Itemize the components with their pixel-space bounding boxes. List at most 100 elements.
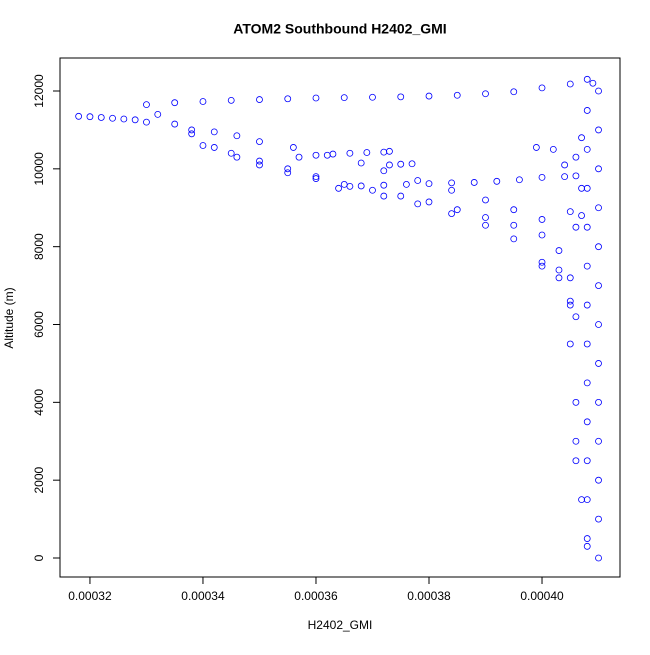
- point: [256, 96, 263, 103]
- point: [595, 126, 602, 134]
- point: [555, 247, 563, 254]
- point: [256, 157, 263, 165]
- point: [233, 153, 241, 161]
- point: [538, 262, 546, 270]
- point: [289, 144, 297, 151]
- point: [233, 132, 241, 140]
- point: [538, 216, 546, 223]
- point: [143, 101, 150, 109]
- point: [566, 208, 574, 216]
- point: [510, 235, 518, 243]
- point: [555, 274, 563, 282]
- point: [578, 496, 585, 504]
- point: [510, 221, 518, 229]
- point: [154, 110, 162, 118]
- x-tick-label: 0.00040: [520, 589, 564, 603]
- y-tick-label: 8000: [32, 233, 46, 260]
- point: [448, 186, 456, 194]
- point: [566, 340, 574, 348]
- point: [561, 161, 569, 169]
- point: [578, 184, 585, 192]
- point: [510, 88, 518, 96]
- point: [595, 437, 602, 445]
- point: [312, 175, 320, 182]
- point: [583, 379, 591, 387]
- point: [566, 301, 574, 309]
- point: [346, 182, 354, 190]
- point: [380, 148, 388, 156]
- point: [453, 206, 461, 214]
- y-tick-label: 2000: [32, 467, 46, 494]
- point: [572, 223, 580, 231]
- point: [256, 161, 263, 169]
- point: [595, 204, 602, 212]
- point: [566, 274, 574, 282]
- point: [482, 214, 489, 221]
- point: [583, 542, 591, 550]
- point: [572, 457, 580, 465]
- point: [595, 398, 602, 406]
- x-tick-label: 0.00036: [294, 589, 338, 603]
- point: [284, 95, 292, 103]
- point: [482, 90, 489, 98]
- point: [555, 266, 563, 274]
- point: [583, 184, 591, 192]
- y-tick-label: 12000: [32, 74, 46, 108]
- point: [171, 99, 179, 107]
- point: [561, 173, 569, 181]
- point: [380, 181, 388, 189]
- point: [572, 437, 580, 445]
- point: [227, 149, 235, 157]
- point: [538, 231, 546, 239]
- point: [402, 181, 410, 188]
- y-axis-label: Altitude (m): [2, 287, 16, 348]
- point: [583, 457, 591, 465]
- point: [171, 120, 179, 128]
- point: [363, 149, 371, 156]
- x-tick-label: 0.00032: [68, 589, 112, 603]
- point: [493, 177, 501, 185]
- point: [425, 180, 433, 188]
- point: [595, 554, 602, 562]
- point: [256, 138, 263, 145]
- point: [595, 87, 602, 95]
- point: [538, 84, 546, 92]
- point: [425, 92, 433, 100]
- point: [583, 535, 591, 542]
- x-axis-label: H2402_GMI: [308, 618, 373, 632]
- point: [425, 198, 433, 206]
- point: [357, 159, 365, 167]
- point: [329, 150, 337, 158]
- point: [589, 79, 597, 87]
- point: [583, 301, 591, 309]
- point: [538, 258, 546, 266]
- point: [448, 179, 456, 187]
- point: [595, 165, 602, 173]
- point: [380, 192, 388, 200]
- point: [335, 184, 342, 192]
- y-tick-label: 6000: [32, 311, 46, 338]
- point: [131, 116, 139, 124]
- point: [414, 177, 422, 184]
- point: [482, 196, 489, 204]
- plot-frame: [59, 57, 621, 578]
- point: [572, 172, 580, 180]
- point: [566, 80, 574, 88]
- point: [323, 151, 331, 159]
- point: [583, 223, 591, 231]
- point: [284, 165, 292, 173]
- point: [572, 153, 580, 161]
- point: [312, 94, 320, 102]
- chart-title: ATOM2 Southbound H2402_GMI: [233, 21, 446, 37]
- y-tick-label: 10000: [32, 152, 46, 186]
- point: [448, 210, 456, 217]
- point: [595, 243, 602, 251]
- point: [583, 75, 591, 83]
- point: [538, 173, 546, 181]
- y-tick-label: 0: [32, 554, 46, 561]
- point: [397, 93, 405, 101]
- point: [143, 118, 150, 126]
- point: [199, 98, 207, 105]
- point: [109, 114, 116, 122]
